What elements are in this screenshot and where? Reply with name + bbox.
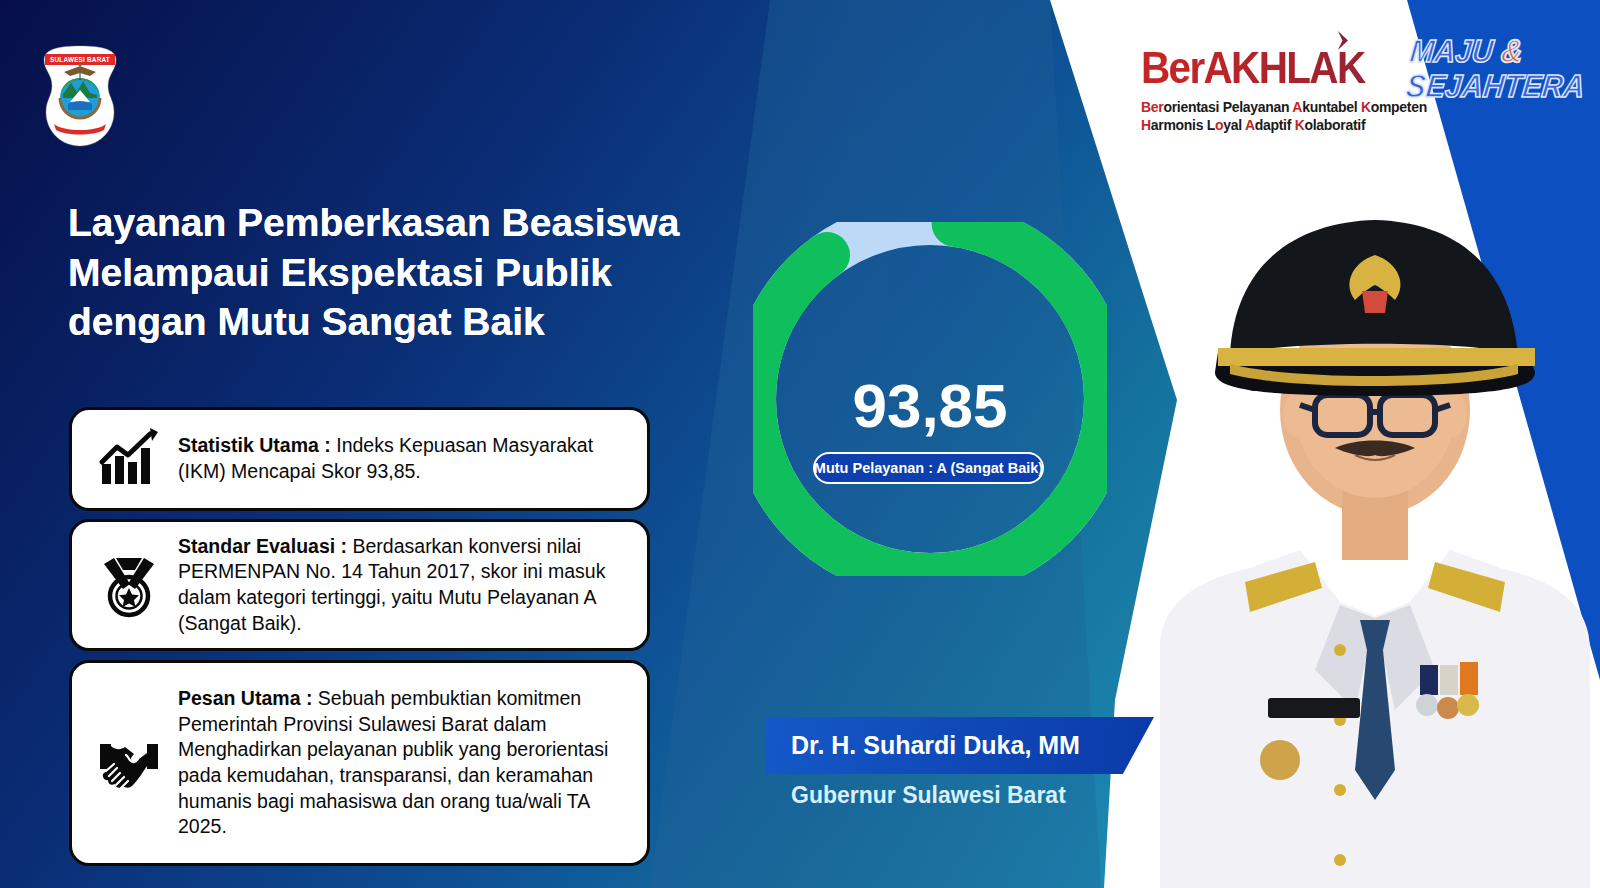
svg-text:SULAWESI BARAT: SULAWESI BARAT xyxy=(50,56,110,63)
